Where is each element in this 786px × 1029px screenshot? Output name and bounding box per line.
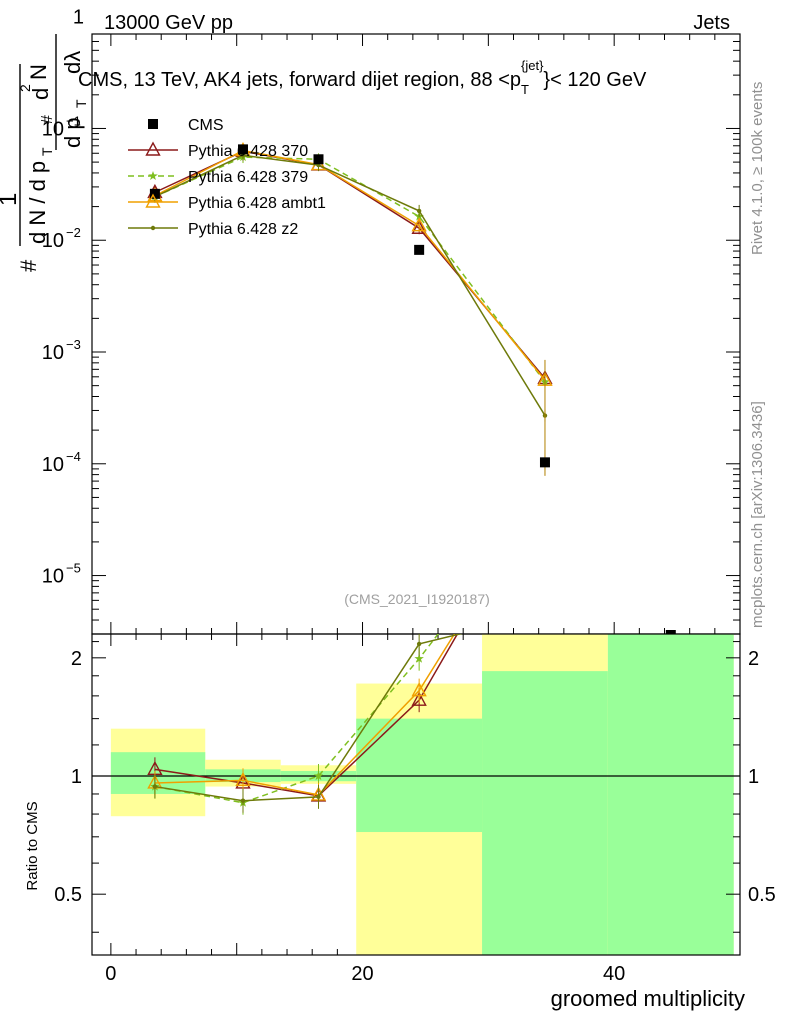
series-marker — [148, 171, 158, 180]
x-tick-label: 0 — [105, 963, 116, 985]
svg-text:d p: d p — [60, 117, 85, 148]
y-tick-exponent: −2 — [66, 225, 81, 240]
series-marker — [411, 217, 427, 232]
ratio-y-axis-label: Ratio to CMS — [24, 801, 41, 890]
series-marker — [235, 771, 251, 787]
series-marker — [145, 141, 161, 156]
data-marker — [149, 188, 160, 199]
plot-title-superscript: {jet} — [521, 58, 544, 73]
series-marker — [145, 193, 161, 208]
svg-text:#: # — [39, 115, 56, 124]
svg-text:1: 1 — [0, 193, 22, 206]
legend-label: Pythia 6.428 ambt1 — [188, 195, 326, 212]
analysis-id: (CMS_2021_I1920187) — [344, 591, 490, 607]
series-marker — [416, 641, 422, 647]
svg-text:#: # — [16, 259, 41, 272]
series-marker — [538, 475, 551, 487]
ratio-y-tick-label-right: 0.5 — [748, 884, 776, 906]
data-series — [149, 144, 550, 468]
svg-text:d N / d p: d N / d p — [25, 161, 50, 244]
legend-label: Pythia 6.428 370 — [188, 143, 308, 160]
ratio-y-tick-label: 1 — [71, 766, 82, 788]
data-marker — [539, 457, 550, 468]
legend-label: CMS — [188, 117, 224, 134]
x-tick-label: 20 — [351, 963, 373, 985]
y-tick-exponent: −4 — [66, 449, 81, 464]
y-tick-exponent: −3 — [66, 337, 81, 352]
svg-text:T: T — [73, 99, 89, 108]
series-marker — [411, 219, 427, 234]
y-tick-label: 10 — [42, 118, 64, 140]
mc-series — [147, 142, 553, 476]
svg-text:T: T — [39, 147, 55, 156]
y-tick-label: 10 — [42, 230, 64, 252]
plot-title-main: CMS, 13 TeV, AK4 jets, forward dijet reg… — [78, 69, 521, 91]
ratio-uncertainty-bands — [110, 634, 734, 955]
rivet-version-label: Rivet 4.1.0, ≥ 100k events — [749, 82, 766, 255]
plot-title-subscript: T — [521, 82, 529, 97]
ratio-y-tick-label-right: 1 — [748, 766, 759, 788]
series-line — [154, 156, 546, 383]
plot-title-range: }< 120 GeV — [543, 69, 647, 91]
series-marker — [414, 653, 424, 663]
series-marker — [411, 691, 427, 706]
ratio-frame — [91, 633, 741, 956]
ratio-y-tick-label: 2 — [71, 648, 82, 670]
series-marker — [240, 798, 246, 803]
series-marker — [538, 481, 551, 493]
main-y-axis-label: # 1 d N / d p T # d 2 N d p T dλ — [0, 34, 89, 272]
data-marker-out-of-range — [665, 630, 676, 634]
ratio-panel: 0 20 40 0.5 0.5 1 1 2 2 — [54, 475, 776, 985]
data-marker — [313, 154, 324, 165]
ratio-y-tick-label-right: 2 — [748, 648, 759, 670]
series-marker — [540, 490, 550, 499]
y-tick-label: 10 — [42, 342, 64, 364]
series-marker — [150, 225, 156, 231]
ratio-y-tick-label: 0.5 — [54, 884, 82, 906]
data-marker — [148, 119, 158, 129]
y-tick-label: 1 — [73, 7, 84, 29]
ratio-series — [147, 475, 551, 815]
svg-text:2: 2 — [17, 84, 33, 92]
data-marker — [237, 144, 248, 155]
series-marker — [416, 208, 422, 214]
y-tick-label: 10 — [42, 566, 64, 588]
main-panel: 10 −510 −410 −310 −210 −11 — [42, 7, 741, 955]
legend: CMS Pythia 6.428 370 Pythia 6.428 379 Pythi… — [128, 117, 326, 238]
stat-uncertainty-band — [607, 634, 734, 955]
y-tick-exponent: −1 — [66, 113, 81, 128]
y-tick-label: 10 — [42, 454, 64, 476]
x-tick-label: 40 — [603, 963, 625, 985]
plot-title: CMS, 13 TeV, AK4 jets, forward dijet reg… — [78, 58, 647, 97]
legend-label: Pythia 6.428 379 — [188, 169, 308, 186]
stat-uncertainty-band — [356, 718, 483, 833]
series-marker — [152, 784, 158, 789]
legend-label: Pythia 6.428 z2 — [188, 221, 298, 238]
y-tick-exponent: −5 — [66, 561, 81, 576]
category-label: Jets — [693, 12, 730, 34]
series-marker — [543, 611, 547, 615]
data-marker — [414, 244, 425, 255]
mcplots-label: mcplots.cern.ch [arXiv:1306.3436] — [749, 401, 766, 628]
energy-label: 13000 GeV pp — [104, 12, 233, 34]
series-marker — [313, 771, 324, 781]
x-axis-label: groomed multiplicity — [551, 986, 745, 1011]
svg-text:dλ: dλ — [60, 51, 85, 74]
series-marker — [316, 794, 321, 800]
svg-text:N: N — [26, 64, 51, 80]
stat-uncertainty-band — [482, 671, 608, 955]
svg-text:d: d — [28, 88, 53, 100]
series-marker — [411, 682, 427, 697]
